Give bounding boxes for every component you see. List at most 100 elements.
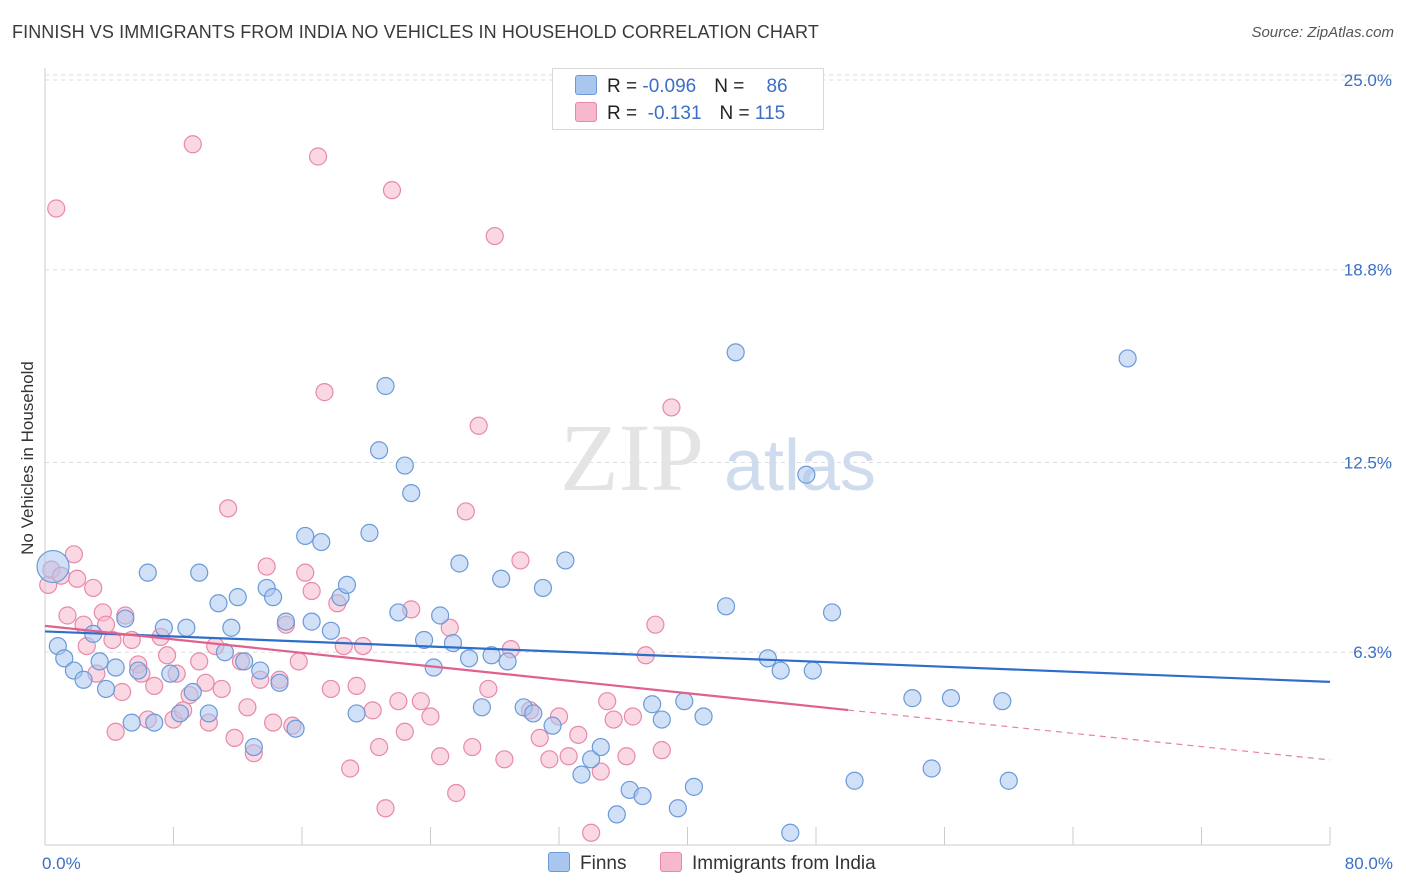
y-tick-label-3: 25.0% bbox=[1344, 71, 1392, 90]
india-point-72 bbox=[485, 226, 504, 246]
india-point-2 bbox=[47, 199, 66, 218]
finns-point-51 bbox=[459, 649, 479, 668]
legend-item-india: Immigrants from India bbox=[660, 852, 876, 875]
finns-point-63 bbox=[591, 737, 610, 757]
finns-point-19 bbox=[190, 563, 209, 582]
finns-point-9 bbox=[116, 609, 135, 628]
india-point-6 bbox=[68, 569, 87, 588]
india-point-59 bbox=[382, 181, 402, 200]
finns-point-26 bbox=[244, 737, 263, 757]
india-point-49 bbox=[315, 383, 334, 402]
finns-point-57 bbox=[524, 704, 543, 723]
finns-point-58 bbox=[533, 578, 553, 598]
legend-swatch-india bbox=[575, 102, 597, 122]
finns-point-2 bbox=[55, 649, 74, 668]
india-point-61 bbox=[395, 722, 414, 741]
finns-point-77 bbox=[781, 823, 800, 842]
india-point-60 bbox=[389, 692, 408, 711]
india-point-54 bbox=[347, 676, 366, 695]
finns-point-69 bbox=[668, 799, 687, 818]
finns-point-53 bbox=[482, 646, 501, 665]
india-point-4 bbox=[58, 606, 77, 625]
legend-india-n-label: N = bbox=[719, 103, 755, 124]
india-point-21 bbox=[145, 676, 164, 695]
watermark-atlas: atlas bbox=[724, 426, 876, 506]
series-legend: Finns Immigrants from India bbox=[0, 852, 1406, 878]
finns-point-55 bbox=[498, 652, 517, 671]
india-point-78 bbox=[540, 750, 559, 769]
legend-finns-n-value: 86 bbox=[766, 76, 788, 97]
chart-title: FINNISH VS IMMIGRANTS FROM INDIA NO VEHI… bbox=[12, 22, 819, 42]
legend-row-finns: R = -0.096 N = 86 bbox=[575, 75, 788, 99]
india-point-91 bbox=[662, 398, 681, 417]
finns-point-18 bbox=[183, 682, 202, 702]
finns-point-68 bbox=[652, 710, 671, 729]
finns-point-0 bbox=[36, 549, 70, 584]
finns-point-6 bbox=[90, 652, 109, 671]
finns-point-21 bbox=[209, 594, 228, 613]
finns-point-23 bbox=[222, 618, 241, 637]
finns-point-54 bbox=[492, 569, 511, 588]
finns-point-49 bbox=[443, 633, 463, 653]
india-point-30 bbox=[196, 673, 215, 692]
finns-point-84 bbox=[941, 689, 961, 708]
finns-point-52 bbox=[472, 698, 491, 717]
finns-point-29 bbox=[263, 588, 283, 607]
finns-point-74 bbox=[726, 343, 745, 362]
finns-point-20 bbox=[199, 704, 218, 723]
india-point-45 bbox=[289, 652, 308, 671]
trend-lines bbox=[44, 624, 1331, 761]
finns-point-81 bbox=[845, 771, 864, 790]
india-point-56 bbox=[363, 701, 382, 720]
india-point-13 bbox=[103, 630, 122, 650]
finns-point-66 bbox=[633, 786, 652, 806]
india-point-90 bbox=[652, 741, 671, 760]
y-tick-label-1: 12.5% bbox=[1344, 454, 1392, 473]
legend-swatch-finns bbox=[575, 75, 597, 95]
legend-finns-n-label: N = bbox=[714, 76, 750, 97]
finns-point-15 bbox=[161, 664, 180, 683]
finns-point-75 bbox=[758, 649, 777, 668]
finns-point-33 bbox=[296, 526, 315, 546]
legend-item-finns: Finns bbox=[548, 852, 626, 875]
india-point-41 bbox=[263, 713, 283, 732]
watermark: ZIP atlas bbox=[560, 404, 876, 511]
finns-point-4 bbox=[74, 670, 93, 689]
finns-point-72 bbox=[694, 707, 713, 726]
india-point-63 bbox=[411, 692, 430, 711]
series-finns-points bbox=[36, 343, 1137, 842]
finns-point-43 bbox=[389, 603, 408, 622]
legend-swatch-india-bottom bbox=[660, 852, 682, 872]
legend-finns-r-value: -0.096 bbox=[642, 76, 697, 97]
india-point-81 bbox=[569, 725, 588, 744]
x-tick-label-min: 0.0% bbox=[42, 854, 81, 873]
india-point-50 bbox=[321, 679, 341, 699]
finns-point-38 bbox=[337, 575, 357, 595]
finns-point-44 bbox=[395, 456, 414, 475]
finns-point-71 bbox=[684, 777, 704, 796]
india-point-58 bbox=[376, 799, 395, 818]
india-point-89 bbox=[646, 615, 665, 634]
source-credit: Source: ZipAtlas.com bbox=[1251, 24, 1394, 41]
india-point-65 bbox=[431, 747, 450, 766]
finns-point-12 bbox=[138, 563, 157, 582]
india-point-80 bbox=[559, 747, 578, 766]
india-point-68 bbox=[456, 502, 475, 521]
x-tick-label-max: 80.0% bbox=[1345, 854, 1393, 873]
finns-point-70 bbox=[675, 692, 694, 711]
india-point-82 bbox=[582, 823, 601, 842]
finns-point-17 bbox=[177, 618, 196, 637]
finns-trend-line bbox=[44, 630, 1331, 684]
india-point-15 bbox=[112, 682, 132, 702]
y-tick-label-0: 6.3% bbox=[1353, 643, 1392, 662]
legend-label-india: Immigrants from India bbox=[692, 853, 876, 874]
finns-point-13 bbox=[145, 713, 164, 732]
finns-point-80 bbox=[822, 603, 842, 622]
finns-point-41 bbox=[370, 441, 389, 460]
finns-point-7 bbox=[96, 679, 116, 699]
india-point-86 bbox=[617, 747, 636, 766]
finns-point-25 bbox=[235, 652, 254, 671]
finns-point-27 bbox=[251, 661, 270, 680]
india-point-46 bbox=[296, 563, 315, 582]
tick-labels: 6.3% 12.5% 18.8% 25.0% 0.0% 80.0% bbox=[42, 71, 1393, 873]
